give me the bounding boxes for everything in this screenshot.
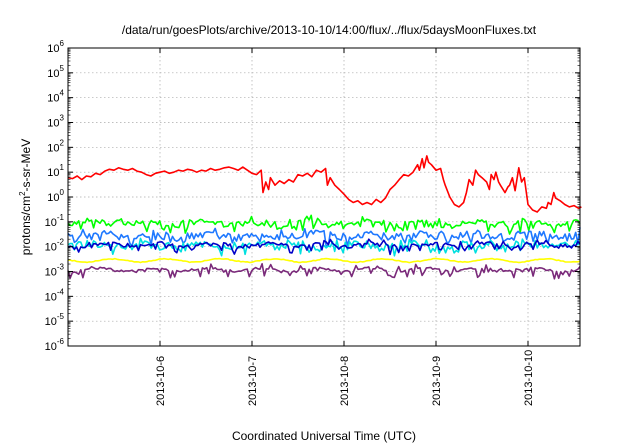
x-tick-label: 2013-10-6 — [155, 356, 167, 406]
y-tick-label: 10-4 — [45, 287, 65, 303]
x-tick-label: 2013-10-8 — [339, 356, 351, 406]
y-tick-label: 103 — [47, 114, 64, 130]
y-tick-label: 10-3 — [45, 263, 65, 279]
x-tick-label: 2013-10-7 — [247, 356, 259, 406]
y-axis-label-sup: 2 — [18, 191, 27, 196]
x-axis-label: Coordinated Universal Time (UTC) — [232, 429, 416, 443]
y-tick-label: 10-1 — [45, 213, 65, 229]
y-axis-label-base: protons/cm — [19, 196, 33, 255]
x-axis-ticks: 2013-10-6 2013-10-7 2013-10-8 2013-10-9 2013… — [155, 48, 535, 406]
y-tick-label: 105 — [47, 64, 64, 80]
series-line-navy — [67, 238, 581, 256]
series-line-purple — [67, 263, 581, 280]
y-tick-label: 104 — [47, 89, 64, 105]
x-tick-label: 2013-10-9 — [431, 356, 443, 406]
grid — [68, 48, 580, 346]
y-axis-label-rest: -s-sr-MeV — [19, 139, 33, 192]
series-layer — [67, 155, 582, 280]
series-line-green — [67, 214, 581, 235]
x-tick-label: 2013-10-10 — [523, 350, 535, 406]
y-tick-label: 100 — [47, 188, 64, 204]
series-line-red — [67, 155, 582, 213]
y-tick-label: 102 — [47, 138, 64, 154]
y-tick-label: 10-5 — [45, 312, 65, 328]
y-tick-label: 10-2 — [45, 238, 65, 254]
series-line-blue — [67, 227, 581, 247]
y-tick-label: 10-6 — [45, 337, 65, 353]
y-tick-label: 106 — [47, 39, 64, 55]
chart-title: /data/run/goesPlots/archive/2013-10-10/1… — [122, 23, 537, 37]
y-axis-label: protons/cm2-s-sr-MeV — [18, 139, 33, 255]
series-line-yellow — [67, 257, 581, 264]
y-tick-label: 101 — [47, 163, 64, 179]
y-axis-ticks: 106 105 104 103 102 101 100 10-1 10-2 10-3 10-4 10-… — [45, 39, 580, 353]
